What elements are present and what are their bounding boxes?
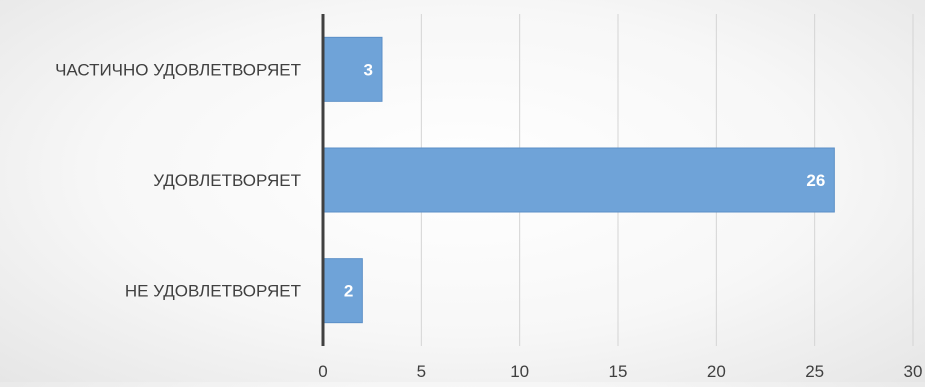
x-tick-label: 15 xyxy=(609,362,628,381)
x-tick-label: 5 xyxy=(417,362,426,381)
x-tick-label: 30 xyxy=(904,362,923,381)
data-label: 2 xyxy=(344,282,353,301)
data-label: 3 xyxy=(364,60,373,79)
bar xyxy=(322,147,835,213)
x-tick-label: 0 xyxy=(318,362,327,381)
labels: НЕ УДОВЛЕТВОРЯЕТ 2 УДОВЛЕТВОРЯЕТ 26 ЧАСТИЧНО… xyxy=(55,60,825,300)
bar xyxy=(322,36,383,102)
category-label: НЕ УДОВЛЕТВОРЯЕТ xyxy=(125,282,301,301)
bars xyxy=(322,36,835,324)
x-tick-label: 20 xyxy=(707,362,726,381)
category-label: УДОВЛЕТВОРЯЕТ xyxy=(153,171,301,190)
data-label: 26 xyxy=(806,171,825,190)
bar xyxy=(322,258,363,324)
x-tick-label: 10 xyxy=(510,362,529,381)
category-label: ЧАСТИЧНО УДОВЛЕТВОРЯЕТ xyxy=(55,60,301,79)
axes: 0 5 10 15 20 25 30 xyxy=(318,14,922,381)
x-tick-label: 25 xyxy=(805,362,824,381)
